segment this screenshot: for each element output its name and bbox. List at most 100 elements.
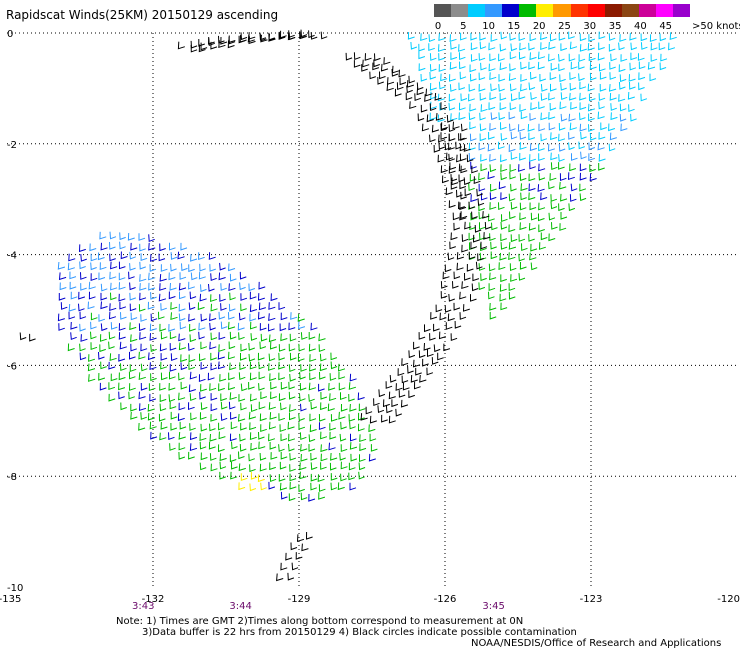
wind-barb bbox=[269, 474, 277, 482]
wind-barb bbox=[308, 343, 316, 352]
wind-barb bbox=[229, 392, 237, 400]
wind-barb bbox=[668, 42, 676, 51]
wind-barb bbox=[209, 264, 216, 272]
wind-barb bbox=[219, 461, 227, 470]
wind-barb bbox=[169, 371, 176, 380]
wind-barb bbox=[219, 374, 227, 382]
wind-barb bbox=[268, 313, 276, 321]
wind-barb bbox=[237, 413, 246, 422]
wind-barb bbox=[408, 75, 416, 84]
wind-barb bbox=[468, 232, 476, 241]
wind-barb bbox=[609, 132, 617, 141]
wind-barb bbox=[330, 352, 338, 361]
wind-barb bbox=[90, 273, 98, 281]
wind-barb bbox=[160, 353, 168, 361]
wind-barb bbox=[429, 53, 437, 61]
wind-barb bbox=[637, 53, 645, 61]
wind-barb bbox=[520, 183, 528, 192]
note-line-3: NOAA/NESDIS/Office of Research and Appli… bbox=[471, 638, 722, 649]
wind-barb bbox=[188, 451, 195, 460]
wind-barb bbox=[179, 291, 186, 300]
wind-barb bbox=[79, 323, 86, 332]
wind-barb bbox=[529, 143, 537, 152]
wind-barb bbox=[377, 405, 385, 413]
wind-barb bbox=[198, 252, 205, 260]
wind-barb bbox=[110, 261, 118, 270]
wind-barb bbox=[488, 102, 496, 111]
wind-barb bbox=[588, 124, 595, 132]
wind-barb bbox=[509, 83, 517, 92]
wind-barb bbox=[488, 213, 495, 222]
wind-barb bbox=[538, 213, 545, 222]
wind-barb bbox=[410, 374, 418, 383]
wind-barb bbox=[100, 361, 107, 370]
wind-barb bbox=[448, 153, 455, 162]
wind-barb bbox=[437, 93, 445, 102]
wind-barb bbox=[548, 181, 555, 190]
wind-barb bbox=[470, 73, 477, 82]
wind-barb bbox=[464, 188, 472, 197]
wind-barb bbox=[329, 462, 337, 471]
wind-barb bbox=[369, 415, 377, 424]
wind-barb bbox=[138, 233, 146, 241]
wind-barb bbox=[269, 341, 277, 350]
wind-barb bbox=[378, 389, 386, 398]
wind-barb bbox=[159, 432, 167, 441]
wind-barb bbox=[380, 63, 389, 72]
wind-barb bbox=[518, 164, 526, 172]
wind-barb bbox=[259, 323, 267, 331]
wind-barb bbox=[579, 92, 587, 101]
wind-barb bbox=[528, 183, 536, 192]
wind-barb bbox=[90, 321, 97, 330]
wind-barb bbox=[567, 172, 575, 180]
wind-barb bbox=[568, 203, 576, 212]
wind-barb bbox=[220, 393, 227, 402]
wind-barb bbox=[188, 384, 196, 393]
wind-barb bbox=[608, 123, 616, 132]
wind-barb bbox=[200, 362, 208, 370]
wind-barb bbox=[424, 324, 431, 333]
wind-barb bbox=[518, 51, 526, 60]
wind-barb bbox=[319, 353, 327, 362]
wind-barb bbox=[488, 291, 495, 300]
wind-barb bbox=[428, 34, 436, 42]
wind-barb bbox=[630, 52, 638, 61]
wind-barb bbox=[439, 312, 447, 321]
wind-barb bbox=[398, 69, 406, 78]
wind-barb bbox=[469, 174, 477, 182]
wind-barb bbox=[519, 104, 527, 112]
wind-barb bbox=[200, 313, 208, 322]
wind-barb bbox=[228, 372, 235, 381]
wind-speed-legend: 0 5 10 15 20 25 30 35 40 45 >50 knots bbox=[434, 4, 740, 36]
wind-barb bbox=[118, 372, 126, 381]
wind-barb bbox=[147, 301, 155, 310]
wind-barb bbox=[279, 461, 287, 470]
wind-barb bbox=[489, 72, 497, 80]
wind-barb bbox=[498, 202, 505, 210]
wind-barb bbox=[80, 272, 87, 280]
wind-barb bbox=[248, 411, 257, 420]
wind-barb bbox=[629, 32, 637, 41]
wind-barb bbox=[118, 323, 126, 331]
wind-barb bbox=[310, 482, 317, 491]
wind-barb bbox=[268, 302, 276, 310]
wind-barb bbox=[620, 54, 628, 62]
wind-barb bbox=[89, 243, 97, 252]
wind-barb bbox=[618, 64, 626, 73]
wind-barb bbox=[598, 31, 606, 40]
wind-barb bbox=[240, 422, 247, 431]
wind-barb bbox=[610, 53, 617, 62]
wind-barb bbox=[88, 291, 96, 300]
wind-barb bbox=[220, 401, 228, 410]
wind-barb bbox=[349, 442, 358, 450]
wind-barb bbox=[529, 161, 536, 170]
wind-barb bbox=[460, 32, 467, 41]
wind-barb bbox=[299, 31, 307, 40]
wind-barb bbox=[548, 212, 556, 221]
wind-barb bbox=[129, 263, 136, 271]
legend-label: 35 bbox=[608, 21, 622, 32]
wind-barb bbox=[228, 283, 236, 291]
wind-barb bbox=[320, 31, 328, 40]
wind-barb bbox=[388, 391, 396, 400]
wind-barb bbox=[460, 123, 468, 132]
